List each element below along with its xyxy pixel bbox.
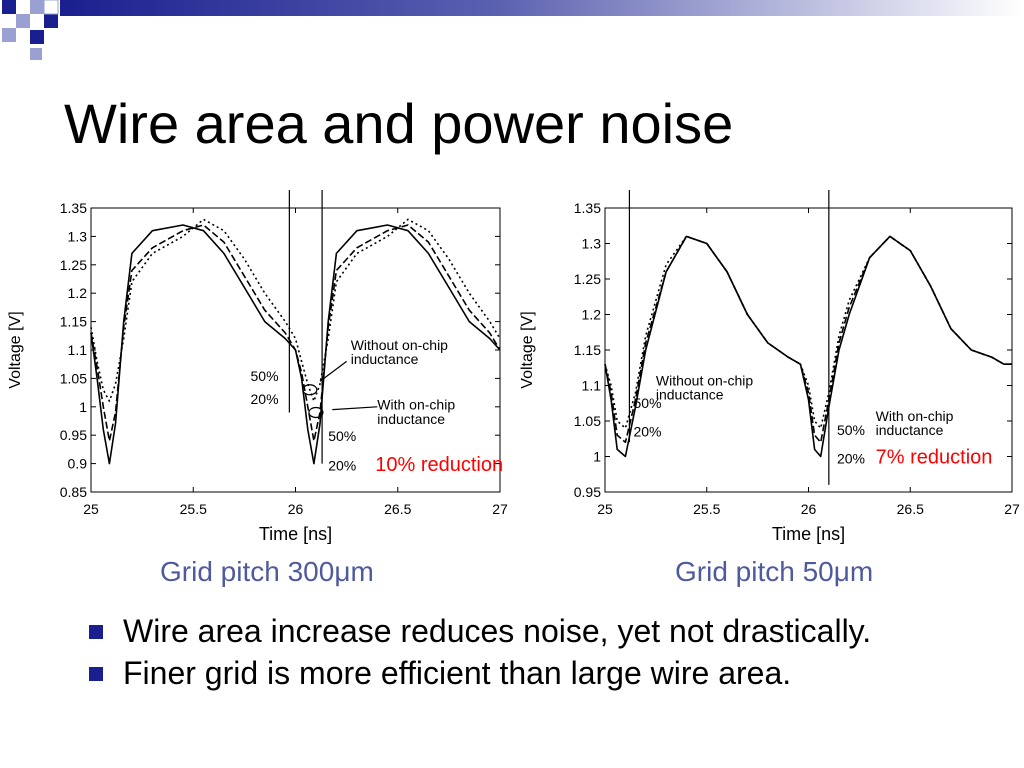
annotation-ellipse	[302, 384, 318, 396]
deco-square	[30, 48, 42, 60]
bullet-item: Finer grid is more efficient than large …	[86, 654, 1006, 692]
y-tick-label: 0.95	[574, 484, 601, 500]
y-tick-label: 1.35	[574, 200, 601, 216]
annotation-pointer	[319, 360, 347, 382]
voltage-chart-50um: 0.95 1 1.05 1.1 1.15 1.2 1.25 1.3 1.35 25 25.5 26 26…	[519, 190, 1020, 544]
annotation-label: 20%	[837, 451, 865, 467]
annotation-label: 20%	[251, 391, 279, 407]
annotation-label: Without on-chip	[656, 373, 753, 389]
x-tick-label: 27	[492, 501, 508, 517]
deco-square	[30, 0, 44, 14]
x-tick-label: 26.5	[897, 501, 924, 517]
annotation-label: 50%	[633, 395, 661, 411]
square-bullet-icon	[89, 667, 103, 681]
annotation-label: 20%	[328, 457, 356, 473]
deco-square	[16, 14, 30, 28]
y-tick-label: 1.05	[60, 370, 87, 386]
reduction-annotation: 7% reduction	[876, 447, 993, 469]
caption-grid-pitch-300um: Grid pitch 300μm	[160, 556, 374, 587]
x-tick-label: 26	[801, 501, 817, 517]
annotation-label: 50%	[837, 422, 865, 438]
x-tick-label: 27	[1004, 501, 1020, 517]
annotation-label: 50%	[328, 428, 356, 444]
y-tick-label: 0.9	[68, 456, 88, 472]
y-tick-label: 1	[79, 399, 87, 415]
y-tick-label: 1.3	[68, 228, 88, 244]
annotation-label: With on-chip	[876, 408, 954, 424]
annotation-label: Without on-chip	[351, 337, 448, 353]
bullet-text: Wire area increase reduces noise, yet no…	[123, 613, 872, 649]
y-tick-label: 1.35	[60, 200, 87, 216]
header-gradient-bar	[60, 0, 1024, 16]
y-tick-label: 1.25	[60, 257, 87, 273]
annotation-label: With on-chip	[377, 397, 455, 413]
y-tick-label: 1.05	[574, 413, 601, 429]
deco-square	[44, 14, 58, 28]
bullet-item: Wire area increase reduces noise, yet no…	[86, 612, 1006, 650]
y-tick-label: 0.85	[60, 484, 87, 500]
y-tick-label: 1.15	[574, 342, 601, 358]
slide-title: Wire area and power noise	[64, 92, 734, 155]
annotation-label: 20%	[633, 424, 661, 440]
y-tick-label: 1.3	[582, 236, 602, 252]
annotation-pointer	[332, 406, 378, 411]
x-tick-label: 26	[288, 501, 304, 517]
voltage-chart-300um: 0.85 0.9 0.95 1 1.05 1.1 1.15 1.2 1.25 1.3 1.35 25 2…	[7, 190, 508, 544]
annotation-label: inductance	[656, 387, 724, 403]
reduction-annotation: 10% reduction	[375, 454, 503, 476]
y-tick-label: 1.1	[68, 342, 88, 358]
caption-grid-pitch-50um: Grid pitch 50μm	[675, 556, 874, 587]
y-axis-label: Voltage [V]	[519, 311, 536, 388]
y-tick-label: 1.2	[68, 285, 88, 301]
bullet-text: Finer grid is more efficient than large …	[123, 655, 792, 691]
y-tick-label: 1.25	[574, 271, 601, 287]
y-tick-label: 1.2	[582, 307, 602, 323]
y-tick-label: 0.95	[60, 427, 87, 443]
deco-square	[2, 28, 16, 42]
y-tick-label: 1.1	[582, 378, 602, 394]
annotation-label: inductance	[876, 422, 944, 438]
x-axis-label: Time [ns]	[259, 524, 332, 544]
x-tick-label: 25	[83, 501, 99, 517]
annotation-label: 50%	[251, 368, 279, 384]
x-tick-label: 26.5	[384, 501, 411, 517]
y-tick-label: 1	[593, 449, 601, 465]
x-tick-label: 25.5	[693, 501, 720, 517]
voltage-series-line	[604, 235, 1012, 444]
annotation-label: inductance	[377, 411, 445, 427]
x-axis-label: Time [ns]	[772, 524, 845, 544]
voltage-series-line	[90, 218, 501, 402]
annotation-label: inductance	[351, 351, 419, 367]
y-axis-label: Voltage [V]	[7, 311, 24, 388]
y-tick-label: 1.15	[60, 314, 87, 330]
annotation-ellipse	[308, 406, 324, 419]
deco-square	[43, 0, 59, 15]
x-tick-label: 25.5	[180, 501, 207, 517]
bullet-list: Wire area increase reduces noise, yet no…	[86, 612, 1006, 696]
decorative-header-pattern	[2, 0, 1024, 60]
voltage-series-line	[90, 224, 501, 442]
deco-square	[30, 30, 44, 44]
deco-square	[2, 0, 16, 14]
x-tick-label: 25	[597, 501, 613, 517]
square-bullet-icon	[89, 625, 103, 639]
